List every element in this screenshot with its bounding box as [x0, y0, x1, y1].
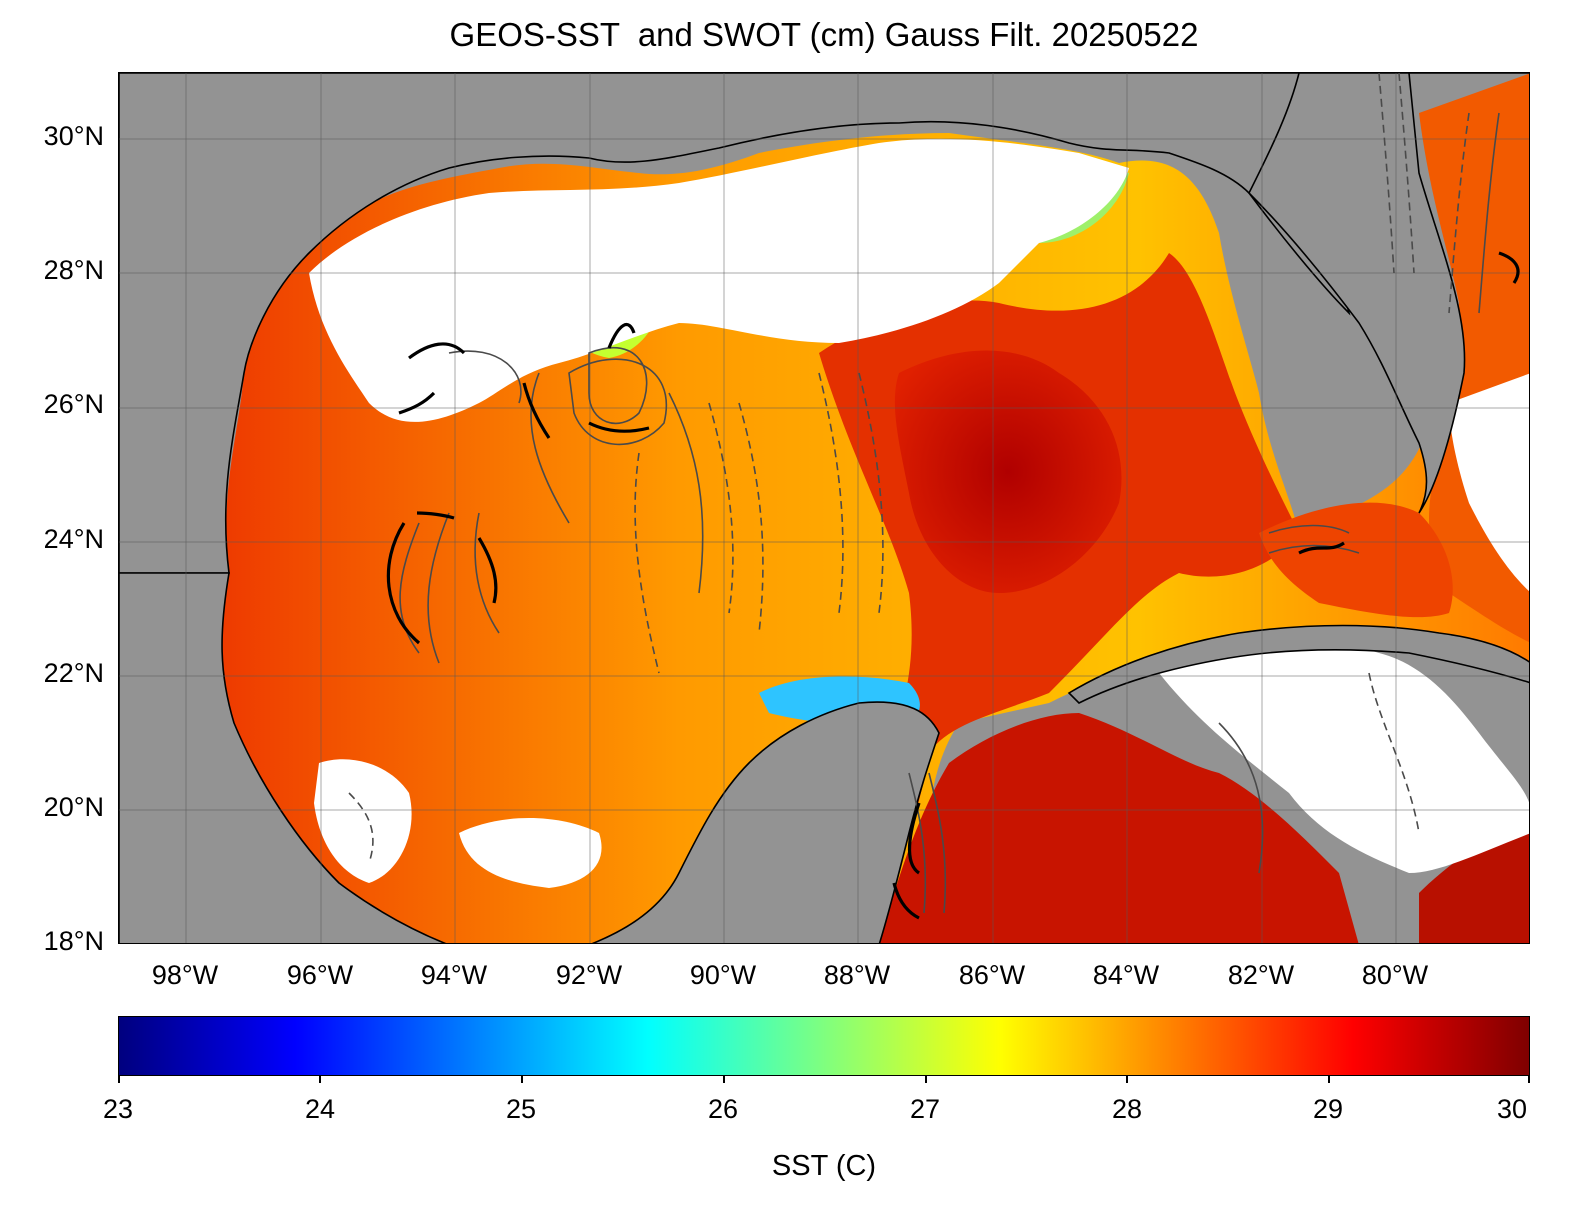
colorbar-tick	[723, 1075, 725, 1083]
lon-tick-label: 90°W	[689, 960, 757, 990]
lat-tick-label: 18°N	[43, 926, 104, 956]
sst-map	[119, 73, 1529, 943]
chart-title: GEOS-SST and SWOT (cm) Gauss Filt. 20250…	[449, 16, 1199, 53]
land-florida	[1248, 73, 1466, 514]
keys-water	[1259, 502, 1453, 618]
colorbar-tick-label: 25	[505, 1094, 537, 1124]
nodata-sw	[314, 759, 412, 883]
colorbar-tick	[1528, 1075, 1530, 1083]
colorbar-tick	[118, 1075, 120, 1083]
nodata-campeche	[459, 818, 602, 888]
sst-colorbar	[118, 1016, 1530, 1076]
lon-tick-label: 86°W	[958, 960, 1026, 990]
colorbar-tick	[319, 1075, 321, 1083]
lon-tick-label: 80°W	[1361, 960, 1429, 990]
lat-tick-label: 20°N	[43, 792, 104, 822]
lat-tick-label: 22°N	[43, 658, 104, 688]
map-panel	[118, 72, 1530, 944]
ssh-contours	[348, 73, 1500, 914]
colorbar-tick	[521, 1075, 523, 1083]
colorbar-tick-label: 30	[1496, 1094, 1528, 1124]
colorbar-label: SST (C)	[771, 1150, 877, 1182]
land-cuba	[1067, 624, 1529, 704]
colorbar-tick-label: 27	[909, 1094, 941, 1124]
loop-core	[894, 350, 1122, 593]
colorbar-tick	[1126, 1075, 1128, 1083]
caribbean-water	[879, 713, 1359, 943]
lon-tick-label: 88°W	[823, 960, 891, 990]
lat-tick-label: 30°N	[43, 121, 104, 151]
lon-tick-label: 84°W	[1092, 960, 1160, 990]
colorbar-tick-label: 24	[304, 1094, 336, 1124]
colorbar-tick-label: 23	[102, 1094, 134, 1124]
land-yucatan	[591, 701, 940, 943]
lon-tick-label: 82°W	[1227, 960, 1295, 990]
lat-tick-label: 24°N	[43, 524, 104, 554]
nodata-north-shelf	[309, 138, 1129, 422]
ssh-contours-bold	[386, 251, 1520, 920]
nodata-caribbean	[1159, 642, 1529, 873]
map-grid	[119, 73, 1529, 943]
colorbar-tick	[1328, 1075, 1330, 1083]
land-mexico-west	[119, 572, 447, 943]
caribbean-water-east	[1419, 823, 1529, 943]
colorbar-tick-label: 29	[1312, 1094, 1344, 1124]
colorbar-tick-label: 28	[1111, 1094, 1143, 1124]
colorbar-tick-label: 26	[707, 1094, 739, 1124]
lon-tick-label: 98°W	[151, 960, 219, 990]
lon-tick-label: 92°W	[555, 960, 623, 990]
nodata-bahamas	[1449, 373, 1529, 592]
land-north	[119, 73, 1529, 574]
lat-tick-label: 26°N	[43, 389, 104, 419]
lat-tick-label: 28°N	[43, 255, 104, 285]
colorbar-tick	[925, 1075, 927, 1083]
lon-tick-label: 96°W	[286, 960, 354, 990]
lon-tick-label: 94°W	[420, 960, 488, 990]
